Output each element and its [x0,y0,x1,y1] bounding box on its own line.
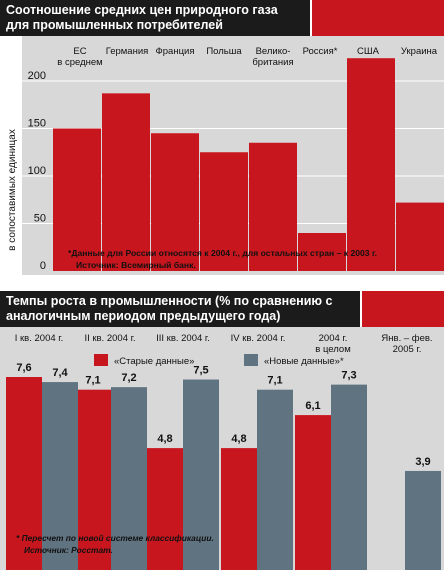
data-label: 7,5 [193,365,208,377]
category-label: Янв. – фев. [381,333,432,344]
data-label: 7,6 [16,362,31,374]
data-label: 4,8 [231,433,246,445]
bar [151,133,199,271]
data-label: 6,1 [305,400,320,412]
legend-label-new: «Новые данные»* [264,356,344,367]
bar [75,389,111,570]
category-label: в целом [315,344,350,355]
industry-growth-chart: I кв. 2004 г. II кв. 2004 г. III кв. 2004 … [0,327,444,570]
bar [405,470,441,570]
y-tick-label: 50 [34,213,46,225]
industry-growth-panel: I кв. 2004 г. II кв. 2004 г. III кв. 2004 … [0,291,444,570]
bar [6,377,42,570]
data-label: 7,2 [121,372,136,384]
data-label: 7,1 [85,375,100,387]
category-label: I кв. 2004 г. [15,333,63,344]
gas-chart-title-box: Соотношение средних цен природного газа … [0,0,310,36]
bar [249,142,297,271]
category-label: Украина [401,46,438,57]
category-label: Россия* [303,46,338,57]
category-label: III кв. 2004 г. [156,333,210,344]
bar [111,387,147,570]
data-label: 7,3 [341,370,356,382]
growth-chart-title-box: Темпы роста в промышленности (% по сравн… [0,291,360,327]
data-label: 7,4 [52,367,68,379]
data-label: 4,8 [157,433,172,445]
bar [331,384,367,570]
category-label: ЕС [73,46,86,57]
footnote: * Пересчет по новой системе классификаци… [16,533,214,543]
category-label: Германия [106,46,149,57]
gas-price-chart: 0 50 100 150 200 ЕСв среднем Германия Франция По… [7,36,444,275]
source-note: Источник: Всемирный банк. [76,260,196,270]
category-label: США [357,46,380,57]
category-label: в среднем [57,57,102,68]
bar [53,128,101,271]
category-label: 2004 г. [319,333,348,344]
bar [347,58,395,272]
bar [42,382,78,570]
gas-title-accent [312,0,444,36]
legend-swatch-old [94,354,108,366]
growth-chart-title: Темпы роста в промышленности (% по сравн… [6,294,333,323]
bar [221,448,257,570]
category-label: Велико- [256,46,291,57]
category-label: IV кв. 2004 г. [231,333,286,344]
legend-label-old: «Старые данные» [114,356,194,367]
legend-swatch-new [244,354,258,366]
y-tick-label: 150 [28,118,46,130]
y-tick-label: 0 [40,260,46,272]
source-note: Источник: Росстат. [24,545,113,555]
y-tick-label: 100 [28,165,46,177]
bar [102,93,150,271]
category-label: II кв. 2004 г. [84,333,135,344]
growth-title-accent [362,291,444,327]
footnote: *Данные для России относятся к 2004 г., … [68,248,377,258]
gas-chart-title: Соотношение средних цен природного газа … [6,3,278,32]
bar [257,389,293,570]
data-label: 7,1 [267,375,282,387]
y-axis-label: в сопоставимых единицах [7,129,18,251]
category-label: 2005 г. [393,344,422,355]
bar [298,233,346,271]
category-label: Польша [206,46,242,57]
bar [183,379,219,570]
category-label: Франция [156,46,195,57]
data-label: 3,9 [415,456,430,468]
bar [147,448,183,570]
bar [200,152,248,271]
bar [396,202,444,271]
bar [295,415,331,570]
category-label: британия [252,57,293,68]
y-tick-label: 200 [28,70,46,82]
gas-price-panel: 0 50 100 150 200 ЕС в среднем Германия Франция По… [0,0,444,275]
